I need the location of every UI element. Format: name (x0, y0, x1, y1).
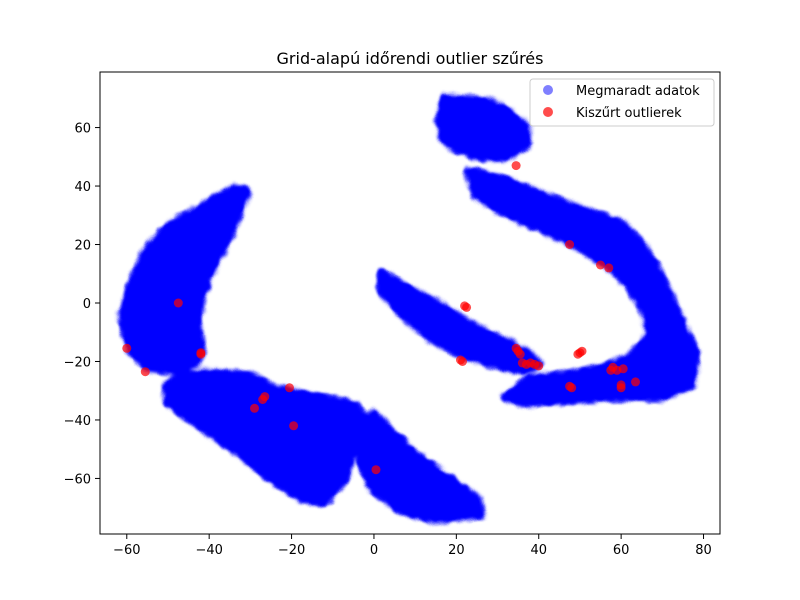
outlier-point (604, 263, 614, 273)
outlier-point (511, 161, 521, 171)
x-tick-label: 0 (370, 543, 378, 558)
outlier-point (371, 465, 381, 475)
y-tick-label: −60 (64, 472, 91, 487)
outlier-point (250, 403, 259, 413)
retained-data-cluster (434, 93, 532, 162)
y-tick-label: 20 (74, 239, 91, 254)
x-tick-label: −40 (195, 543, 222, 558)
outlier-point (289, 421, 299, 431)
y-tick-label: −40 (64, 414, 91, 429)
y-tick-label: 60 (74, 122, 91, 137)
legend: Megmaradt adatok Kiszűrt outlierek (529, 78, 715, 127)
outlier-point (285, 383, 294, 393)
outlier-point (515, 349, 525, 359)
outlier-point (534, 361, 544, 371)
x-tick-label: 60 (613, 543, 630, 558)
plot-area (117, 93, 701, 525)
outlier-point (140, 367, 150, 377)
y-tick-label: 40 (74, 180, 91, 195)
legend-marker-outliers (543, 107, 553, 117)
outlier-point (173, 298, 183, 308)
retained-data-cluster (463, 166, 701, 408)
outlier-point (618, 364, 628, 374)
legend-box (529, 78, 715, 127)
x-tick-label: 40 (530, 543, 547, 558)
outlier-point (122, 343, 132, 353)
outlier-point (616, 383, 626, 393)
outlier-point (196, 349, 206, 359)
legend-marker-retained (543, 85, 553, 95)
outlier-point (567, 383, 577, 393)
outlier-point (577, 346, 587, 356)
y-axis: −60 −40 −20 0 20 40 60 (64, 122, 100, 487)
x-tick-label: 20 (448, 543, 465, 558)
legend-label-retained: Megmaradt adatok (576, 84, 700, 99)
x-axis: −60 −40 −20 0 20 40 60 80 (113, 534, 712, 558)
outlier-point (631, 377, 640, 387)
outlier-point (458, 357, 467, 366)
outlier-point (565, 240, 575, 249)
retained-data-cluster (352, 409, 487, 525)
y-tick-label: −20 (64, 355, 91, 370)
retained-data-points (117, 93, 701, 525)
x-tick-label: −60 (113, 543, 140, 558)
outlier-point (596, 260, 605, 270)
x-tick-label: −20 (278, 543, 305, 558)
outlier-point (260, 392, 270, 402)
y-tick-label: 0 (83, 297, 91, 312)
outlier-point (462, 302, 472, 312)
outlier-points (122, 161, 640, 475)
retained-data-cluster (163, 368, 367, 507)
retained-data-cluster (117, 184, 252, 376)
chart-title: Grid-alapú időrendi outlier szűrés (277, 49, 544, 68)
x-tick-label: 80 (695, 543, 712, 558)
legend-label-outliers: Kiszűrt outlierek (576, 106, 682, 121)
